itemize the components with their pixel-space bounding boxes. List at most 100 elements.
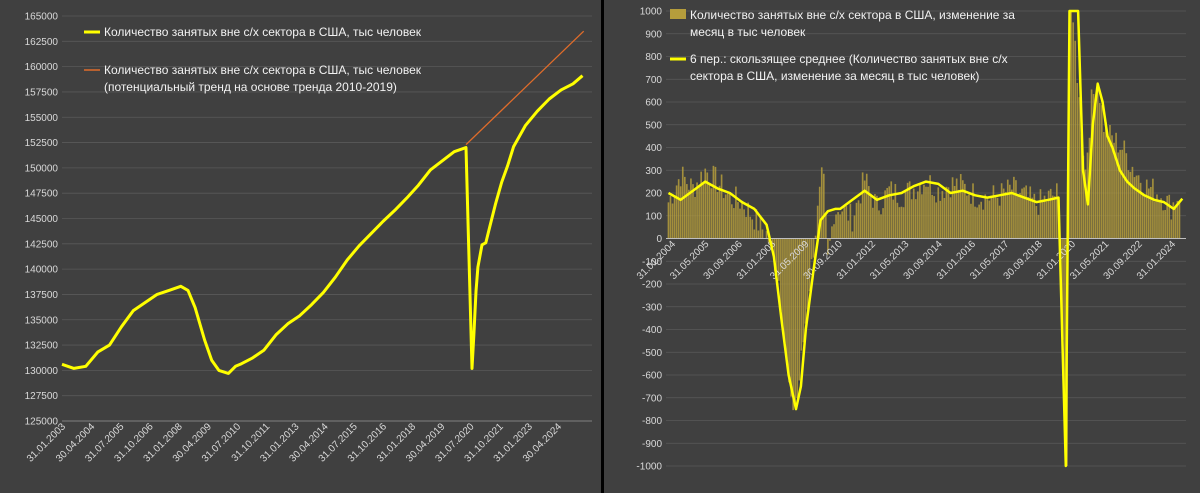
monthly-change-bar bbox=[1049, 188, 1052, 239]
monthly-change-bar bbox=[782, 238, 784, 333]
monthly-change-bar bbox=[712, 165, 715, 239]
monthly-change-bar bbox=[792, 238, 794, 411]
monthly-change-bar bbox=[900, 206, 903, 239]
monthly-change-bar bbox=[812, 238, 815, 258]
monthly-change-bar bbox=[992, 185, 995, 239]
monthly-change-bar bbox=[704, 168, 707, 239]
monthly-change-bar bbox=[1141, 193, 1144, 239]
monthly-change-bar bbox=[1082, 155, 1085, 239]
monthly-change-bar bbox=[896, 202, 899, 239]
monthly-change-bar bbox=[1168, 194, 1171, 239]
monthly-change-bar bbox=[1135, 175, 1138, 239]
monthly-change-bar bbox=[1096, 82, 1099, 239]
monthly-change-bar bbox=[1117, 152, 1119, 239]
monthly-change-bar bbox=[984, 194, 987, 239]
monthly-change-bar bbox=[1017, 194, 1019, 239]
monthly-change-bar bbox=[872, 207, 874, 239]
monthly-change-bar bbox=[933, 196, 935, 239]
monthly-change-bar bbox=[1031, 197, 1034, 239]
monthly-change-bar bbox=[1098, 103, 1101, 239]
monthly-change-bar bbox=[675, 185, 678, 239]
y-tick-label: 300 bbox=[645, 166, 662, 177]
y-tick-label: -400 bbox=[642, 325, 662, 336]
monthly-change-bar bbox=[692, 184, 694, 239]
monthly-change-bar bbox=[1119, 149, 1121, 239]
y-tick-label: 132500 bbox=[25, 341, 59, 352]
monthly-change-bar bbox=[914, 199, 917, 239]
monthly-change-bar bbox=[1013, 176, 1015, 239]
legend-label: (потенциальный тренд на основе тренда 20… bbox=[104, 80, 397, 94]
monthly-change-bar bbox=[951, 177, 954, 239]
monthly-change-bar bbox=[767, 238, 770, 243]
monthly-change-chart: 10009008007006005004003002001000-100-200… bbox=[635, 7, 1186, 473]
y-tick-label: 155000 bbox=[25, 113, 59, 124]
y-tick-label: 100 bbox=[645, 211, 662, 222]
monthly-change-bar bbox=[859, 203, 862, 239]
monthly-change-bar bbox=[1008, 184, 1011, 239]
monthly-change-bar bbox=[937, 187, 940, 239]
monthly-change-bar bbox=[943, 197, 946, 239]
monthly-change-bar bbox=[794, 238, 796, 404]
monthly-change-bar bbox=[683, 176, 686, 239]
monthly-change-bar bbox=[669, 195, 672, 239]
monthly-change-bar bbox=[966, 195, 968, 239]
monthly-change-bar bbox=[998, 205, 1001, 239]
monthly-change-bar bbox=[800, 238, 803, 351]
right-chart-panel: 1000 900 800 700 600 500 400 300 200 100 0 -100 -200… bbox=[604, 0, 1200, 493]
employment-level-chart: 165000 162500 160000 157500 155000 152500 1500… bbox=[25, 12, 592, 465]
monthly-change-bar bbox=[1080, 133, 1083, 239]
y-tick-label: -500 bbox=[642, 348, 662, 359]
monthly-change-bar bbox=[1178, 200, 1181, 239]
monthly-change-bar bbox=[798, 238, 801, 381]
y-tick-label: 162500 bbox=[25, 37, 59, 48]
monthly-change-bar bbox=[947, 187, 950, 239]
monthly-change-bar bbox=[861, 172, 864, 239]
monthly-change-bar bbox=[990, 195, 993, 239]
monthly-change-bar bbox=[955, 178, 958, 239]
monthly-change-bar bbox=[714, 166, 717, 239]
y-tick-label: 160000 bbox=[25, 62, 59, 73]
monthly-change-bar bbox=[722, 198, 725, 239]
y-tick-label: 500 bbox=[645, 120, 662, 131]
monthly-change-bar bbox=[972, 183, 974, 239]
y-tick-label: 152500 bbox=[25, 138, 59, 149]
monthly-change-bar bbox=[1041, 199, 1044, 239]
legend-label: сектора в США, изменение за месяц в тыс … bbox=[690, 69, 979, 83]
monthly-change-bar bbox=[825, 213, 827, 239]
y-tick-label: -300 bbox=[642, 302, 662, 313]
monthly-change-bar bbox=[733, 208, 735, 239]
monthly-change-bar bbox=[919, 184, 921, 239]
moving-average-line bbox=[667, 9, 1184, 468]
monthly-change-bar bbox=[939, 200, 942, 239]
monthly-change-bar bbox=[898, 207, 901, 239]
monthly-change-bar bbox=[1103, 132, 1105, 239]
monthly-change-bar bbox=[1147, 188, 1150, 239]
y-tick-label: 1000 bbox=[640, 7, 663, 18]
monthly-change-bar bbox=[759, 215, 762, 239]
y-tick-label: 127500 bbox=[25, 391, 59, 402]
monthly-change-bar bbox=[1023, 187, 1025, 239]
monthly-change-bar bbox=[724, 194, 727, 239]
monthly-change-bar bbox=[1139, 182, 1142, 239]
monthly-change-bar bbox=[827, 238, 829, 255]
monthly-change-bar bbox=[796, 238, 799, 398]
monthly-change-bar bbox=[976, 207, 978, 239]
monthly-change-bar bbox=[1143, 195, 1146, 239]
monthly-change-bar bbox=[1084, 169, 1087, 239]
legend-label: Количество занятых вне с/х сектора в США… bbox=[104, 25, 422, 39]
monthly-change-bar bbox=[867, 186, 870, 239]
y-tick-label: -900 bbox=[642, 439, 662, 450]
y-tick-label: 157500 bbox=[25, 87, 59, 98]
monthly-change-bar bbox=[1078, 97, 1081, 239]
monthly-change-bar bbox=[978, 204, 980, 239]
monthly-change-bar bbox=[1006, 179, 1009, 239]
monthly-change-bar bbox=[912, 188, 915, 239]
monthly-change-bar bbox=[1133, 177, 1136, 239]
y-tick-label: -600 bbox=[642, 371, 662, 382]
monthly-change-bar bbox=[841, 211, 844, 239]
monthly-change-bar bbox=[865, 173, 868, 239]
monthly-change-bar bbox=[921, 194, 923, 239]
monthly-change-bar bbox=[681, 166, 684, 239]
monthly-change-bar bbox=[778, 238, 780, 281]
monthly-change-bar bbox=[968, 194, 970, 239]
